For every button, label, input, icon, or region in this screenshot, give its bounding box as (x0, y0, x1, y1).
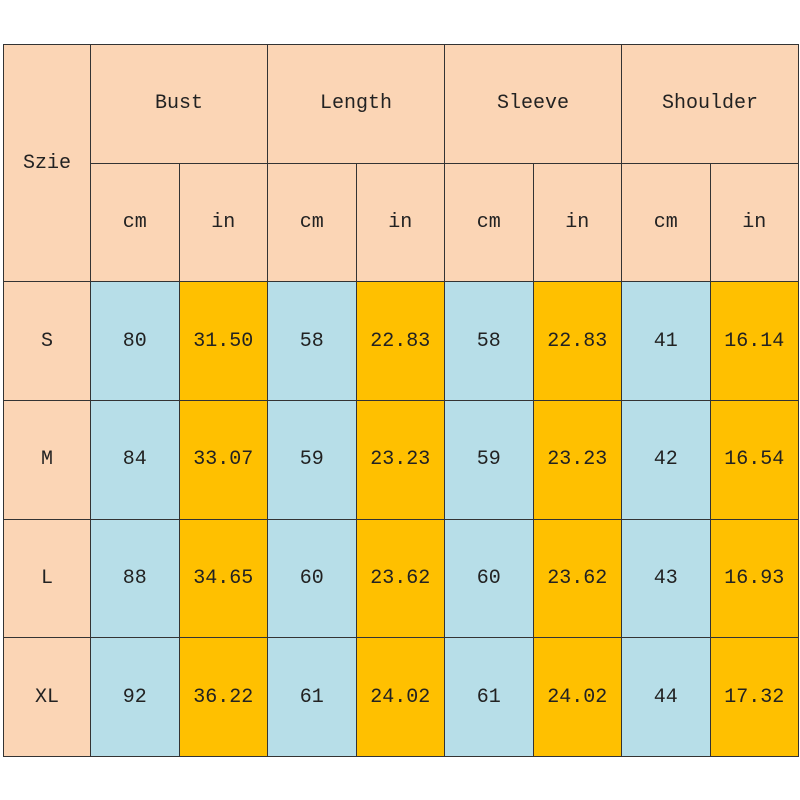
measure-cell: 58 (444, 281, 534, 401)
measure-cell: 34.65 (178, 518, 269, 639)
measure-cell: 24.02 (532, 637, 623, 757)
size-cell: M (3, 399, 91, 520)
unit-header: cm (444, 162, 534, 283)
measure-cell: 58 (267, 281, 357, 401)
table-row: L 88 34.65 60 23.62 60 23.62 43 16.93 (3, 518, 800, 639)
size-table: Szie Bust Length Sleeve Shoulder cm in cm in cm in… (3, 43, 800, 757)
measure-cell: 22.83 (532, 281, 623, 401)
unit-header: in (709, 162, 800, 283)
table-row: XL 92 36.22 61 24.02 61 24.02 44 17.32 (3, 637, 800, 757)
group-header: Sleeve (444, 44, 623, 164)
measure-cell: 36.22 (178, 637, 269, 757)
measure-cell: 17.32 (709, 637, 800, 757)
unit-header: cm (621, 162, 711, 283)
measure-cell: 16.93 (709, 518, 800, 639)
table-row: M 84 33.07 59 23.23 59 23.23 42 16.54 (3, 399, 800, 520)
measure-cell: 60 (267, 518, 357, 639)
table-row: S 80 31.50 58 22.83 58 22.83 41 16.14 (3, 281, 800, 401)
measure-cell: 88 (90, 518, 180, 639)
measure-cell: 43 (621, 518, 711, 639)
group-header: Shoulder (621, 44, 800, 164)
measure-cell: 23.62 (355, 518, 446, 639)
measure-cell: 61 (444, 637, 534, 757)
size-cell: L (3, 518, 91, 639)
unit-header: cm (267, 162, 357, 283)
measure-cell: 22.83 (355, 281, 446, 401)
measure-cell: 31.50 (178, 281, 269, 401)
measure-cell: 92 (90, 637, 180, 757)
measure-cell: 80 (90, 281, 180, 401)
table-row: cm in cm in cm in cm in (4, 162, 800, 283)
unit-header: in (178, 162, 269, 283)
unit-header: in (532, 162, 623, 283)
measure-cell: 61 (267, 637, 357, 757)
unit-header: cm (90, 162, 180, 283)
unit-header: in (355, 162, 446, 283)
group-header: Bust (89, 44, 269, 164)
measure-cell: 42 (621, 399, 711, 520)
size-header: Szie (3, 43, 91, 283)
measure-cell: 41 (621, 281, 711, 401)
measure-cell: 59 (267, 399, 357, 520)
size-chart: Szie Bust Length Sleeve Shoulder cm in cm in cm in… (3, 43, 800, 757)
measure-cell: 16.14 (709, 281, 800, 401)
measure-cell: 24.02 (355, 637, 446, 757)
measure-cell: 23.23 (355, 399, 446, 520)
measure-cell: 23.62 (532, 518, 623, 639)
measure-cell: 44 (621, 637, 711, 757)
measure-cell: 60 (444, 518, 534, 639)
size-cell: XL (3, 637, 91, 757)
group-header: Length (267, 44, 446, 164)
measure-cell: 16.54 (709, 399, 800, 520)
table-row: Szie Bust Length Sleeve Shoulder (3, 43, 800, 283)
measure-cell: 59 (444, 399, 534, 520)
measure-cell: 23.23 (532, 399, 623, 520)
measure-cell: 33.07 (178, 399, 269, 520)
measure-cell: 84 (90, 399, 180, 520)
size-cell: S (3, 281, 91, 401)
